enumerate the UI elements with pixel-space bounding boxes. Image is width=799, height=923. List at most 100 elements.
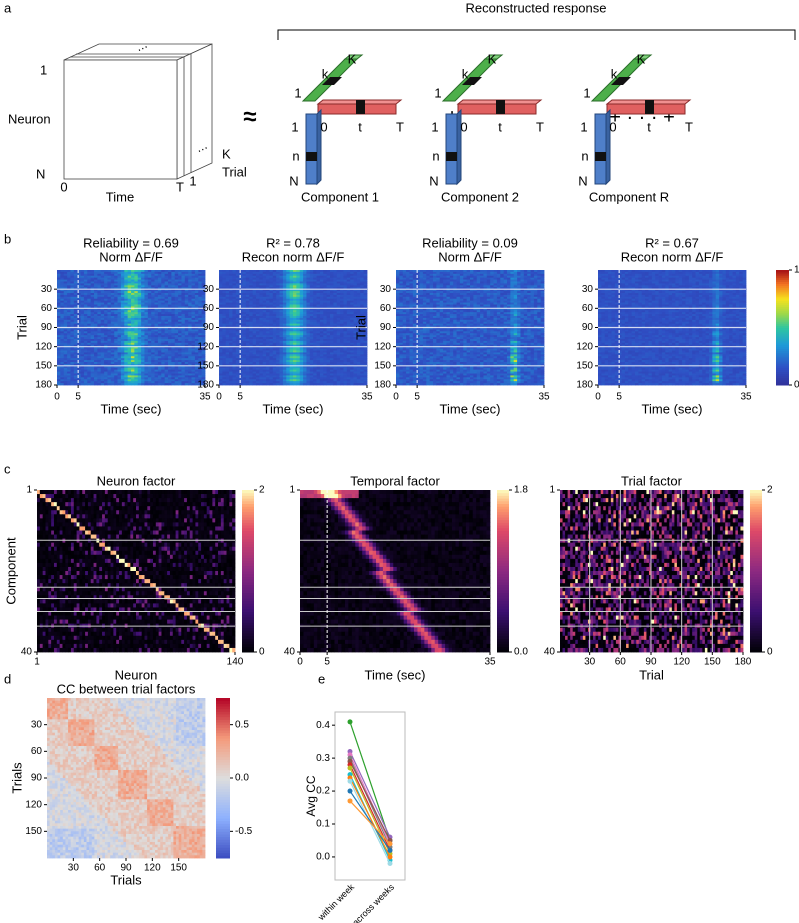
- heatmap-cell: [174, 296, 179, 300]
- heatmap-cell: [70, 289, 75, 292]
- heatmap-cell: [90, 277, 95, 280]
- heatmap-cell: [154, 293, 159, 296]
- heatmap-cell: [60, 289, 65, 292]
- heatmap-cell: [97, 296, 102, 300]
- heatmap-cell: [107, 279, 112, 282]
- heatmap-cell: [151, 271, 155, 275]
- y-tick-label: 90: [41, 322, 53, 333]
- heatmap-cell: [100, 291, 105, 294]
- heatmap-cell: [127, 281, 132, 284]
- tensor-label: 0: [60, 179, 67, 194]
- factor-label: 1: [291, 119, 298, 134]
- heatmap-cell: [127, 277, 132, 280]
- trial-factor-slice: [611, 77, 631, 85]
- heatmap-cell: [80, 293, 85, 296]
- heatmap-cell: [144, 283, 149, 286]
- heatmap-cell: [178, 285, 182, 288]
- heatmap-cell: [120, 279, 125, 282]
- heatmap-cell: [73, 287, 78, 290]
- heatmap-cell: [171, 296, 176, 300]
- heatmap-cell: [137, 273, 142, 277]
- heatmap-cell: [171, 279, 176, 282]
- heatmap-cell: [161, 285, 166, 288]
- heatmap-cell: [144, 275, 149, 279]
- heatmap-cell: [60, 275, 65, 279]
- heatmap-cell: [120, 277, 125, 280]
- heatmap-cell: [70, 283, 75, 286]
- heatmap-cell: [104, 383, 108, 386]
- approx-sign: ≈: [243, 103, 256, 130]
- heatmap-cell: [168, 281, 172, 284]
- heatmap-cell: [151, 291, 155, 294]
- heatmap-cell: [191, 293, 196, 296]
- factor-label: n: [292, 148, 299, 163]
- heatmap-cell: [90, 287, 95, 290]
- heatmap-cell: [184, 383, 189, 386]
- heatmap-cell: [198, 271, 203, 275]
- heatmap-cell: [57, 277, 61, 280]
- heatmap-cell: [114, 279, 118, 282]
- heatmap-cell: [70, 277, 75, 280]
- heatmap-cell: [120, 273, 125, 277]
- heatmap-cell: [134, 275, 139, 279]
- heatmap-cell: [188, 287, 192, 290]
- heatmap-cell: [137, 281, 142, 284]
- heatmap-cell: [107, 273, 112, 277]
- heatmap-cell: [120, 271, 125, 275]
- heatmap-cell: [154, 281, 159, 284]
- heatmap-cell: [127, 271, 132, 275]
- heatmap-cell: [188, 289, 192, 292]
- heatmap-cell: [104, 289, 108, 292]
- heatmap-cell: [174, 294, 179, 298]
- heatmap-cell: [161, 279, 166, 282]
- factor-label: t: [647, 119, 651, 134]
- heatmap-cell: [94, 271, 98, 275]
- heatmap-cell: [171, 293, 176, 296]
- heatmap-cell: [164, 283, 169, 286]
- heatmap-cell: [120, 294, 125, 298]
- heatmap-cell: [107, 296, 112, 300]
- heatmap-cell: [90, 271, 95, 275]
- heatmap-cell: [110, 281, 115, 284]
- heatmap-cell: [90, 270, 95, 273]
- heatmap-cell: [191, 283, 196, 286]
- time-factor-slice: [356, 100, 365, 114]
- heatmap-cell: [57, 275, 61, 279]
- heatmap-cell: [80, 277, 85, 280]
- heatmap-cell: [137, 296, 142, 300]
- heatmap-cell: [194, 289, 199, 292]
- factor-label: n: [581, 148, 588, 163]
- heatmap-cell: [63, 277, 68, 280]
- heatmap-cell: [161, 283, 166, 286]
- heatmap-cell: [161, 281, 166, 284]
- heatmap-cell: [137, 285, 142, 288]
- heatmap-cell: [70, 293, 75, 296]
- heatmap-cell: [127, 291, 132, 294]
- heatmap-cell: [174, 279, 179, 282]
- heatmap-cell: [94, 279, 98, 282]
- factor-label: T: [396, 119, 404, 134]
- heatmap-cell: [107, 291, 112, 294]
- heatmap-cell: [181, 279, 186, 282]
- heatmap-cell: [198, 279, 203, 282]
- heatmap-cell: [198, 293, 203, 296]
- heatmap-cell: [157, 291, 162, 294]
- heatmap-cell: [174, 285, 179, 288]
- heatmap-cell: [80, 287, 85, 290]
- y-tick-label: 60: [41, 303, 53, 314]
- heatmap-cell: [131, 283, 135, 286]
- heatmap-cell: [154, 275, 159, 279]
- heatmap-cell: [134, 294, 139, 298]
- heatmap-cell: [191, 285, 196, 288]
- tensor-label: T: [176, 179, 184, 194]
- heatmap-cell: [63, 294, 68, 298]
- heatmap-cell: [157, 294, 162, 298]
- heatmap-cell: [137, 271, 142, 275]
- heatmap-cell: [164, 281, 169, 284]
- heatmap-cell: [131, 279, 135, 282]
- heatmap-cell: [201, 283, 206, 286]
- factor-label: 0: [460, 119, 467, 134]
- heatmap-cell: [201, 277, 206, 280]
- y-tick-label: 150: [35, 360, 52, 371]
- heatmap-cell: [181, 294, 186, 298]
